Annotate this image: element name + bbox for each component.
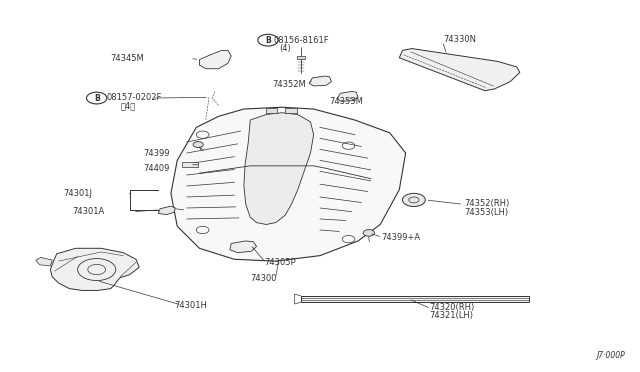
Bar — [285, 108, 296, 113]
Text: J7·000P: J7·000P — [596, 351, 625, 360]
Polygon shape — [337, 92, 358, 101]
Polygon shape — [399, 49, 520, 91]
Polygon shape — [309, 76, 332, 86]
Text: 08157-0202F: 08157-0202F — [106, 93, 161, 102]
Text: 74345M: 74345M — [111, 54, 145, 63]
Circle shape — [193, 142, 204, 148]
Circle shape — [363, 230, 374, 236]
Bar — [182, 162, 198, 167]
Text: 74321(LH): 74321(LH) — [429, 311, 473, 320]
Polygon shape — [51, 248, 139, 291]
Text: 74409: 74409 — [143, 164, 170, 173]
Text: 74301H: 74301H — [174, 301, 207, 310]
Bar — [266, 108, 278, 113]
Polygon shape — [171, 107, 406, 261]
Polygon shape — [244, 113, 314, 224]
Text: 74305P: 74305P — [264, 259, 296, 267]
Polygon shape — [36, 257, 52, 266]
Text: 74301A: 74301A — [72, 207, 105, 216]
Text: 74320(RH): 74320(RH) — [429, 303, 474, 312]
Text: B: B — [265, 36, 271, 45]
Text: 08156-8161F: 08156-8161F — [274, 36, 330, 45]
Text: (4): (4) — [279, 44, 291, 53]
Bar — [296, 55, 305, 59]
Polygon shape — [230, 241, 257, 253]
Text: 74399+A: 74399+A — [381, 233, 420, 242]
Polygon shape — [301, 296, 529, 302]
Text: 74300: 74300 — [250, 274, 276, 283]
Text: 74330N: 74330N — [444, 35, 477, 44]
Polygon shape — [200, 51, 231, 69]
Text: 74399: 74399 — [143, 148, 170, 157]
Text: 74301J: 74301J — [63, 189, 92, 198]
Text: 74353M: 74353M — [330, 97, 364, 106]
Text: 74352(RH): 74352(RH) — [464, 199, 509, 208]
Polygon shape — [158, 206, 175, 215]
Text: 74353(LH): 74353(LH) — [464, 208, 508, 217]
Text: 〈4〉: 〈4〉 — [120, 102, 136, 110]
Circle shape — [403, 193, 426, 206]
Text: 74352M: 74352M — [273, 80, 306, 89]
Text: B: B — [94, 93, 100, 103]
